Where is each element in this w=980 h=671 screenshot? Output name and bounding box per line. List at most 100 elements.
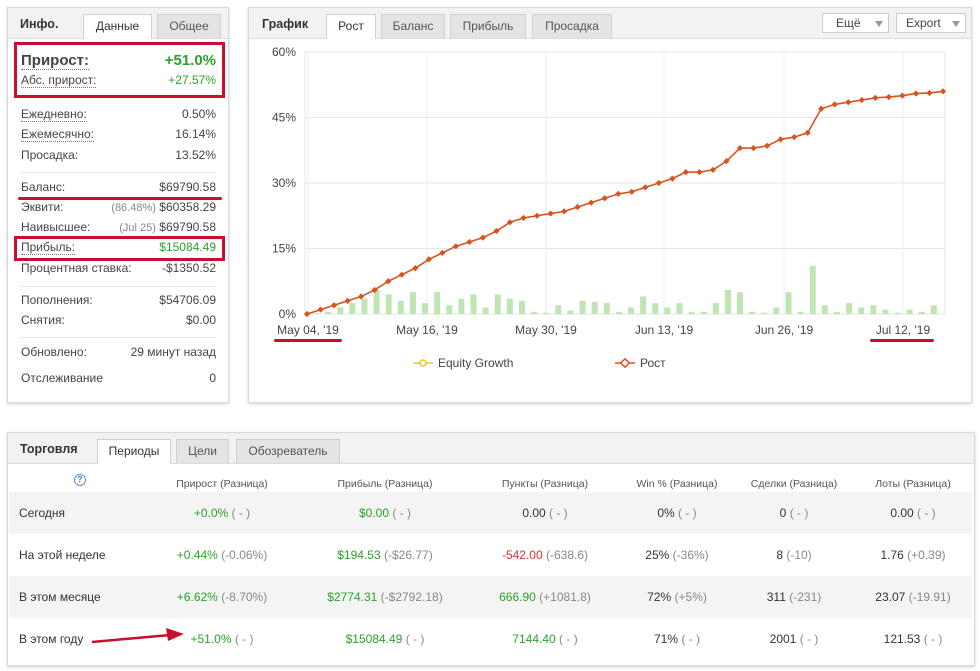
profit-value: $2774.31: [327, 590, 378, 604]
growth-point: [439, 249, 446, 256]
growth-point: [655, 179, 662, 187]
table-row: Сегодня +0.0% ( - ) $0.00 ( - ) 0.00 ( - ) 0…: [9, 492, 972, 534]
header-pips: Пункты (Разница): [501, 478, 589, 490]
x-tick-label: May 04, '19: [277, 323, 339, 337]
chart-bar: [773, 307, 780, 314]
more-label: Ещё: [836, 16, 861, 30]
chart-bar: [688, 311, 695, 314]
growth-point: [912, 90, 920, 97]
tab-growth[interactable]: Рост: [326, 14, 376, 39]
chart-bar: [846, 303, 853, 314]
lots-value: 121.53: [883, 632, 921, 646]
x-tick-label: May 16, '19: [396, 323, 458, 337]
growth-point: [615, 190, 622, 198]
growth-point: [601, 195, 608, 202]
lots-diff: (+0.39): [907, 548, 946, 562]
growth-point: [628, 188, 635, 195]
pips-diff: ( - ): [559, 632, 578, 646]
tab-periods[interactable]: Периоды: [97, 439, 171, 464]
chart-bar: [482, 307, 489, 314]
win-cell: 25% (-36%): [617, 534, 737, 576]
chart-bar: [543, 312, 550, 314]
header-trades: Сделки (Разница): [750, 478, 838, 490]
help-icon[interactable]: ?: [74, 474, 86, 486]
x-tick-label: Jun 26, '19: [755, 323, 814, 337]
tab-profit[interactable]: Прибыль: [450, 14, 526, 38]
growth-point: [669, 175, 676, 182]
y-tick-label: 60%: [272, 45, 296, 59]
info-panel-title: Инфо.: [20, 17, 59, 31]
highlight-start-date: [274, 339, 342, 342]
drawdown-value: 13.52%: [175, 148, 216, 162]
tab-browser[interactable]: Обозреватель: [236, 439, 340, 463]
legend-equity-label[interactable]: Equity Growth: [438, 356, 513, 370]
growth-point: [588, 199, 595, 206]
x-tick-label: Jun 13, '19: [635, 323, 694, 337]
growth-point: [926, 89, 933, 97]
gain-diff: ( - ): [234, 632, 254, 646]
chart-bar: [894, 312, 901, 314]
chart-bar: [373, 289, 380, 314]
gain-cell: +51.0% ( - ): [162, 618, 282, 660]
chart-bar: [809, 265, 816, 314]
tab-balance[interactable]: Баланс: [381, 14, 445, 38]
abs-gain-label[interactable]: Абс. прирост:: [21, 73, 97, 88]
monthly-label[interactable]: Ежемесячно:: [21, 127, 95, 142]
legend-equity-marker: [419, 359, 427, 367]
deposits-label: Пополнения:: [21, 293, 93, 307]
gain-label[interactable]: Прирост:: [21, 52, 89, 70]
y-tick-label: 45%: [272, 111, 296, 125]
more-dropdown[interactable]: Ещё: [822, 13, 889, 33]
tab-general[interactable]: Общее: [157, 14, 221, 38]
updated-value: 29 минут назад: [130, 345, 216, 359]
lots-diff: ( - ): [923, 632, 943, 646]
table-row: В этом месяце +6.62% (-8.70%) $2774.31 (-$…: [9, 576, 972, 618]
profit-cell: $0.00 ( - ): [320, 492, 450, 534]
growth-point: [303, 310, 311, 318]
legend-growth-label[interactable]: Рост: [640, 356, 666, 370]
gain-value: +0.44%: [176, 548, 218, 562]
export-dropdown[interactable]: Export: [896, 13, 966, 33]
abs-gain-row: Абс. прирост: +27.57%: [21, 73, 216, 91]
trades-diff: (-10): [786, 548, 812, 562]
trades-diff: ( - ): [789, 506, 809, 520]
trades-cell: 8 (-10): [734, 534, 854, 576]
trades-diff: (-231): [789, 590, 822, 604]
tab-drawdown[interactable]: Просадка: [532, 14, 612, 38]
info-panel-header: Инфо. Данные Общее: [8, 8, 228, 39]
chart-bar: [737, 292, 744, 314]
y-axis-ticks: 0% 15% 30% 45% 60%: [272, 45, 296, 321]
chart-bar: [785, 292, 792, 314]
growth-point: [479, 234, 487, 241]
drawdown-label: Просадка:: [21, 148, 79, 162]
chart-bar: [858, 307, 865, 314]
win-cell: 72% (+5%): [617, 576, 737, 618]
profit-label[interactable]: Прибыль:: [21, 240, 76, 255]
trades-value: 311: [766, 590, 786, 604]
equity-label: Эквити:: [21, 200, 64, 214]
chart-bar: [506, 298, 513, 314]
tab-data[interactable]: Данные: [83, 14, 152, 39]
chart-bar: [494, 294, 501, 314]
chart-bar: [446, 305, 453, 314]
tracking-label: Отслеживание: [21, 371, 103, 385]
growth-point: [385, 278, 392, 285]
tab-goals[interactable]: Цели: [176, 439, 229, 463]
chart-legend[interactable]: Equity Growth Рост: [413, 356, 666, 370]
chart-bar: [761, 312, 768, 314]
profit-cell: $194.53 (-$26.77): [320, 534, 450, 576]
growth-series-line: [306, 90, 944, 315]
divider: [20, 172, 216, 173]
highlight-gain-box: [14, 42, 225, 98]
equity-note: (86.48%): [111, 202, 156, 214]
x-tick-label: Jul 12, '19: [876, 323, 931, 337]
daily-label[interactable]: Ежедневно:: [21, 107, 87, 122]
withdrawals-label: Снятия:: [21, 313, 65, 327]
equity-row: Эквити: (86.48%) $60358.29: [21, 200, 216, 218]
updated-row: Обновлено: 29 минут назад: [21, 345, 216, 363]
divider: [20, 286, 216, 287]
win-diff: ( - ): [678, 506, 697, 520]
gain-row: Прирост: +51.0%: [21, 52, 216, 74]
chart-bar: [676, 303, 683, 314]
gain-diff: (-0.06%): [221, 548, 268, 562]
